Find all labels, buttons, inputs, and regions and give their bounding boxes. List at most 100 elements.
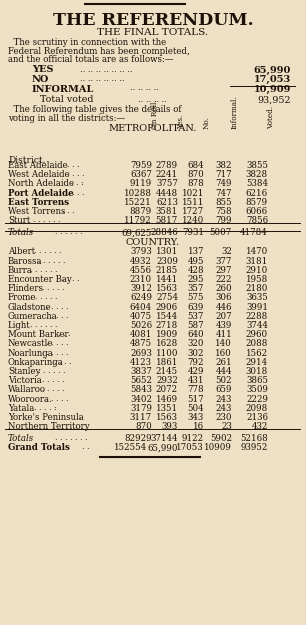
Text: 4556: 4556	[130, 266, 152, 275]
Text: Total voted: Total voted	[40, 96, 94, 104]
Text: 1351: 1351	[156, 404, 178, 412]
Text: On Roll.: On Roll.	[151, 99, 159, 129]
Text: Victoria: Victoria	[8, 376, 42, 385]
Text: 2288: 2288	[246, 312, 268, 321]
Text: 297: 297	[215, 266, 232, 275]
Text: .. .. .. ..: .. .. .. ..	[130, 84, 159, 92]
Text: . . . . .: . . . . .	[42, 386, 65, 393]
Text: Voted.: Voted.	[267, 106, 275, 129]
Text: 4932: 4932	[130, 257, 152, 266]
Text: 439: 439	[216, 321, 232, 330]
Text: . . . . . .: . . . . . .	[30, 293, 58, 301]
Text: 792: 792	[188, 357, 204, 367]
Text: Mount Barker: Mount Barker	[8, 330, 69, 339]
Text: YES: YES	[32, 66, 54, 74]
Text: 69,625: 69,625	[121, 228, 152, 238]
Text: 504: 504	[187, 404, 204, 412]
Text: 6216: 6216	[246, 189, 268, 198]
Text: . . . . . .: . . . . . .	[38, 367, 65, 375]
Text: 243: 243	[216, 404, 232, 412]
Text: The scrutiny in connection with the: The scrutiny in connection with the	[8, 38, 166, 47]
Text: 2789: 2789	[156, 161, 178, 170]
Text: 537: 537	[188, 312, 204, 321]
Text: Wallaroo: Wallaroo	[8, 386, 46, 394]
Text: 517: 517	[187, 394, 204, 404]
Text: Onkaparinga: Onkaparinga	[8, 357, 64, 367]
Text: . . . . .: . . . . .	[42, 376, 65, 384]
Text: voting in all the districts:—: voting in all the districts:—	[8, 114, 125, 123]
Text: 9122: 9122	[182, 434, 204, 443]
Text: 411: 411	[215, 330, 232, 339]
Text: 2145: 2145	[156, 367, 178, 376]
Text: 6066: 6066	[246, 207, 268, 216]
Text: 1100: 1100	[155, 349, 178, 358]
Text: .. .. .. .. .. .. ..: .. .. .. .. .. .. ..	[80, 66, 132, 74]
Text: 855: 855	[215, 198, 232, 207]
Text: 7856: 7856	[246, 216, 268, 225]
Text: Albert: Albert	[8, 248, 35, 256]
Text: 137: 137	[188, 248, 204, 256]
Text: 3179: 3179	[130, 404, 152, 412]
Text: METROPOLITAN.: METROPOLITAN.	[109, 124, 197, 133]
Text: 3828: 3828	[246, 170, 268, 179]
Text: . . . . . .: . . . . . .	[30, 266, 58, 274]
Text: 2229: 2229	[246, 394, 268, 404]
Text: 4081: 4081	[130, 330, 152, 339]
Text: 1441: 1441	[156, 275, 178, 284]
Text: 2098: 2098	[246, 404, 268, 412]
Text: 2185: 2185	[156, 266, 178, 275]
Text: 5007: 5007	[210, 228, 232, 238]
Text: 778: 778	[187, 386, 204, 394]
Text: 222: 222	[215, 275, 232, 284]
Text: 2309: 2309	[156, 257, 178, 266]
Text: . . . . .: . . . . .	[46, 339, 69, 348]
Text: 3509: 3509	[246, 386, 268, 394]
Text: Noarlunga: Noarlunga	[8, 349, 54, 358]
Text: 3855: 3855	[246, 161, 268, 170]
Text: 28846: 28846	[150, 228, 178, 238]
Text: . . . .: . . . .	[62, 275, 80, 283]
Text: 93952: 93952	[241, 443, 268, 452]
Text: 3991: 3991	[246, 302, 268, 312]
Text: 3744: 3744	[246, 321, 268, 330]
Text: 343: 343	[188, 413, 204, 422]
Text: 1021: 1021	[182, 189, 204, 198]
Text: 65,990: 65,990	[147, 443, 178, 452]
Text: 870: 870	[135, 422, 152, 431]
Text: . . .: . . .	[62, 207, 75, 215]
Text: 575: 575	[188, 293, 204, 302]
Text: 10909: 10909	[204, 443, 232, 452]
Text: 5843: 5843	[130, 386, 152, 394]
Text: Encounter Bay: Encounter Bay	[8, 275, 72, 284]
Text: East Torrens: East Torrens	[8, 198, 69, 207]
Text: 1240: 1240	[182, 216, 204, 225]
Text: District.: District.	[8, 156, 46, 165]
Text: 3181: 3181	[246, 257, 268, 266]
Text: Yes.: Yes.	[177, 115, 185, 129]
Text: 2310: 2310	[130, 275, 152, 284]
Text: 2960: 2960	[246, 330, 268, 339]
Text: 2932: 2932	[156, 376, 178, 385]
Text: 799: 799	[215, 216, 232, 225]
Text: 302: 302	[188, 349, 204, 358]
Text: 1628: 1628	[156, 339, 178, 348]
Text: 5902: 5902	[210, 434, 232, 443]
Text: 587: 587	[187, 321, 204, 330]
Text: Gumeracha: Gumeracha	[8, 312, 58, 321]
Text: Wooroora.: Wooroora.	[8, 394, 53, 404]
Text: 1544: 1544	[156, 312, 178, 321]
Text: 4075: 4075	[130, 312, 152, 321]
Text: . . . .: . . . .	[67, 189, 84, 197]
Text: 4448: 4448	[156, 189, 178, 198]
Text: . .: . .	[62, 198, 70, 206]
Text: 3635: 3635	[246, 293, 268, 302]
Text: 2914: 2914	[246, 357, 268, 367]
Text: 1470: 1470	[246, 248, 268, 256]
Text: 2072: 2072	[156, 386, 178, 394]
Text: 261: 261	[215, 357, 232, 367]
Text: Totals: Totals	[8, 228, 34, 238]
Text: 429: 429	[188, 367, 204, 376]
Text: 32: 32	[221, 248, 232, 256]
Text: 6367: 6367	[130, 170, 152, 179]
Text: 230: 230	[215, 413, 232, 422]
